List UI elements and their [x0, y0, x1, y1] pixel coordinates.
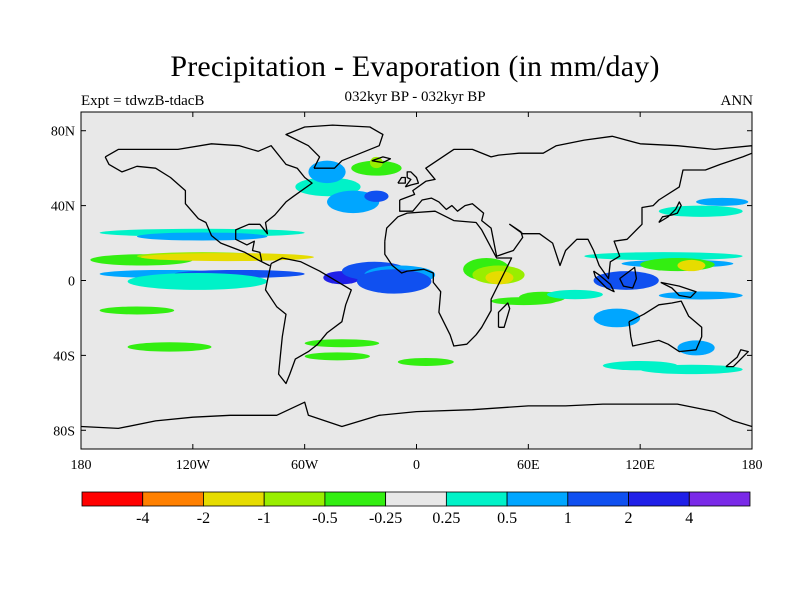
contour-patch [308, 160, 346, 184]
colorbar-label: -0.5 [312, 510, 337, 527]
lat-tick-label: 40S [53, 349, 75, 364]
contour-patch [356, 269, 432, 294]
lon-tick-label: 180 [71, 458, 92, 473]
map-subtitle: 032kyr BP - 032kyr BP [344, 89, 486, 105]
pme-contours [90, 156, 749, 375]
colorbar-label: -1 [258, 510, 271, 527]
colorbar-swatch [81, 491, 144, 507]
lon-tick-label: 0 [413, 458, 420, 473]
lat-tick-label: 40N [51, 200, 75, 215]
experiment-label: Expt = tdwzB-tdacB [81, 93, 205, 109]
contour-patch [584, 252, 743, 261]
contour-patch [485, 271, 514, 285]
lon-tick-label: 60E [517, 458, 540, 473]
colorbar-swatch [142, 491, 204, 507]
coastline-path [660, 281, 697, 299]
contour-patch [364, 190, 389, 202]
contour-patch [304, 339, 380, 348]
coastline-path [104, 143, 313, 267]
coastline-path [81, 401, 752, 430]
coastline-path [371, 156, 392, 164]
contour-patch [593, 271, 659, 290]
lat-tick-label: 80S [53, 424, 75, 439]
colorbar-label: 0.25 [432, 510, 460, 527]
lat-tick-label: 0 [68, 275, 75, 290]
coastline-path [628, 300, 703, 353]
coastline-path [404, 171, 420, 188]
coastline-path [497, 302, 511, 328]
contour-patch [99, 306, 175, 315]
lon-tick-label: 120E [625, 458, 655, 473]
contour-patch [658, 291, 743, 300]
contour-patch [397, 357, 454, 366]
coastline-path [397, 176, 406, 184]
map-title: Precipitation - Evaporation (in mm/day) [170, 50, 660, 83]
coastline-path [619, 266, 638, 289]
colorbar-swatch [567, 491, 629, 507]
contour-patch [677, 340, 715, 356]
colorbar-label: 1 [564, 510, 572, 527]
lon-axis: 180 120W 60W 0 60E 120E 180 [71, 112, 763, 473]
contour-patch [677, 259, 706, 272]
lat-axis: 80N 40N 0 40S 80S [51, 125, 752, 439]
colorbar-swatch [688, 491, 751, 507]
colorbar-label: -0.25 [369, 510, 402, 527]
colorbar-label: -2 [197, 510, 210, 527]
coastline-path [264, 257, 352, 385]
lat-tick-label: 80N [51, 125, 75, 140]
contour-patch [127, 273, 268, 290]
contour-patch [696, 197, 749, 206]
lon-tick-label: 180 [742, 458, 763, 473]
coastline-path [592, 270, 615, 293]
contour-patch [602, 361, 678, 371]
contour-patch [351, 160, 402, 176]
coastline-path [399, 135, 752, 280]
lon-tick-label: 120W [176, 458, 211, 473]
colorbar-label: -4 [136, 510, 149, 527]
coastlines [81, 124, 752, 430]
colorbar-swatch [263, 491, 326, 507]
contour-patch [140, 253, 314, 262]
contour-patch [127, 342, 212, 352]
lon-tick-label: 60W [291, 458, 319, 473]
season-label: ANN [720, 93, 754, 109]
colorbar-swatch [324, 491, 387, 507]
colorbar-label: 4 [685, 510, 693, 527]
coastline-path [384, 210, 513, 347]
coastline-path [725, 349, 749, 368]
contour-patch [304, 352, 370, 361]
contour-patch [136, 232, 268, 241]
colorbar-swatch [445, 491, 508, 507]
coastline-path [658, 201, 682, 224]
colorbar: -4 -2 -1 -0.5 -0.25 0.25 0.5 1 2 4 [81, 491, 751, 527]
colorbar-swatch [203, 491, 265, 507]
contour-patch [593, 308, 641, 328]
colorbar-label: 0.5 [497, 510, 517, 527]
colorbar-swatch [385, 491, 447, 507]
coastline-path [285, 124, 384, 169]
contour-patch [546, 289, 603, 300]
colorbar-swatch [628, 491, 690, 507]
colorbar-label: 2 [625, 510, 633, 527]
colorbar-swatch [506, 491, 569, 507]
